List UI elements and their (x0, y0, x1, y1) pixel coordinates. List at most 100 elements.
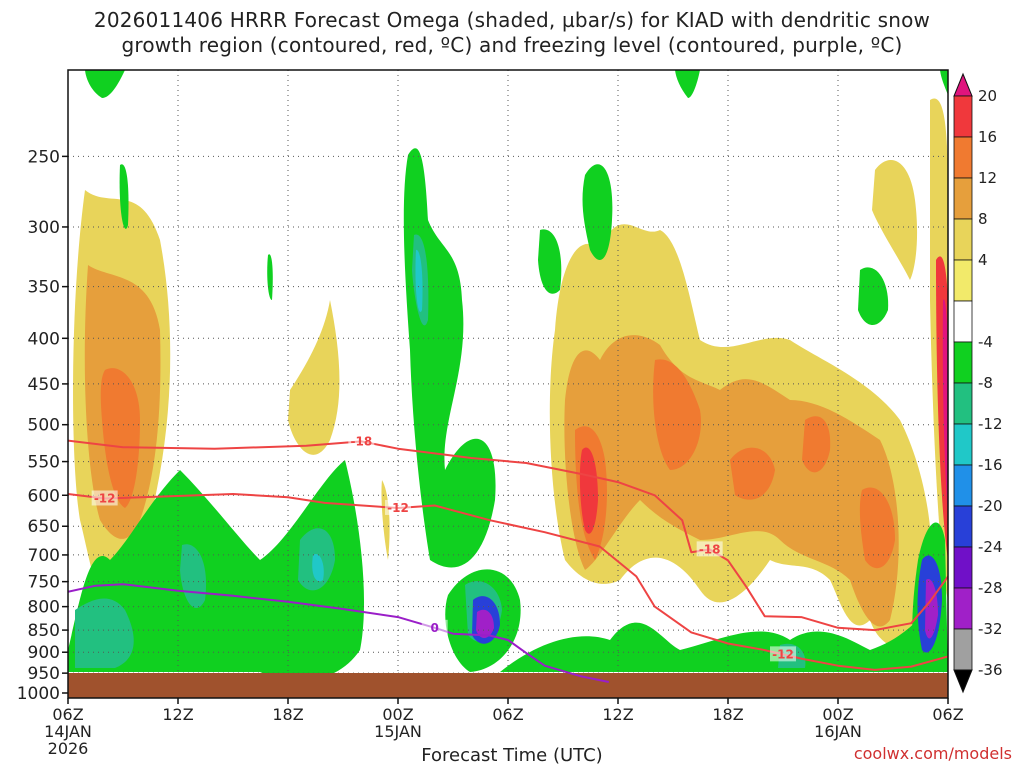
y-tick-label: 750 (28, 573, 60, 593)
x-tick-label: 00Z (382, 705, 413, 724)
omega-region-green-top-right (858, 267, 889, 325)
colorbar-label: -12 (978, 415, 1003, 433)
contour-freezing-level-line (68, 583, 609, 683)
contour-label: -18 (699, 542, 721, 556)
omega-region-darkorange-right-b (653, 359, 701, 470)
colorbar-label: -16 (978, 456, 1003, 474)
contour-label-bg (696, 541, 723, 557)
omega-region-cyan-upper (415, 249, 423, 312)
omega-region-green-upper (403, 148, 496, 568)
y-tick-label: 650 (28, 517, 60, 537)
contour-label-bg (385, 499, 411, 515)
omega-region-green-top-center (582, 164, 613, 260)
x-tick-label: 06Z (932, 705, 963, 724)
contour-isotherm-line (68, 439, 948, 632)
omega-region-darkorange-right-e (859, 487, 895, 569)
colorbar-label: -8 (978, 374, 993, 392)
contour-label: -18 (350, 434, 372, 448)
contour-label-bg (770, 646, 796, 662)
colorbar-swatch (953, 136, 973, 179)
colorbar-swatch-max (953, 72, 973, 97)
omega-region-yellow-upper-right (872, 160, 918, 280)
colorbar-swatch (953, 628, 973, 671)
x-tick-label: 18Z (272, 705, 303, 724)
omega-region-teal-left (75, 598, 134, 668)
omega-region-magenta-edge (942, 299, 948, 520)
contour-label: -12 (772, 647, 794, 661)
colorbar-label: 16 (978, 128, 997, 146)
colorbar-label: -28 (978, 579, 1003, 597)
colorbar-swatch (953, 505, 973, 548)
colorbar-label: -24 (978, 538, 1003, 556)
contour-label-bg (91, 490, 118, 506)
y-tick-label: 500 (28, 416, 60, 436)
y-tick-label: 350 (28, 278, 60, 298)
omega-region-green-topedge-a (85, 70, 125, 98)
colorbar-swatch (953, 382, 973, 425)
x-tick-label: 00Z (822, 705, 853, 724)
omega-region-green-bottom (500, 600, 948, 672)
omega-region-green-topedge-c (940, 70, 948, 95)
contour-label-bg (348, 433, 375, 449)
colorbar-label: 20 (978, 87, 997, 105)
x-tick-date: 14JAN (44, 722, 92, 741)
x-tick-label: 12Z (602, 705, 633, 724)
omega-region-green-topedge-b (675, 70, 700, 98)
y-tick-label: 300 (28, 218, 60, 238)
colorbar-label: -36 (978, 661, 1003, 679)
contour-isotherm-line (68, 493, 948, 671)
colorbar-swatch (953, 300, 973, 343)
chart-title: 2026011406 HRRR Forecast Omega (shaded, … (0, 8, 1024, 58)
title-line-1: 2026011406 HRRR Forecast Omega (shaded, … (93, 8, 931, 32)
colorbar-swatch (953, 259, 973, 302)
colorbar-swatch (953, 546, 973, 589)
colorbar-swatch (953, 95, 973, 138)
omega-region-green-lower (68, 460, 365, 681)
contour-label: -12 (387, 501, 409, 515)
x-tick-year: 2026 (48, 739, 89, 758)
contour-lines: -18 -18 -12 -12 -12 0 (68, 433, 948, 683)
colorbar-label: 8 (978, 210, 988, 228)
colorbar-swatch (953, 464, 973, 507)
y-tick-label: 550 (28, 453, 60, 473)
y-tick-label: 950 (28, 664, 60, 684)
y-tick-label: 850 (28, 621, 60, 641)
title-line-2: growth region (contoured, red, ºC) and f… (121, 33, 903, 57)
x-axis-title: Forecast Time (UTC) (421, 745, 603, 766)
colorbar-label: -4 (978, 333, 993, 351)
omega-region-darkorange-right-d (802, 416, 831, 473)
y-tick-label: 250 (28, 147, 60, 167)
y-tick-label: 900 (28, 643, 60, 663)
colorbar-label: 12 (978, 169, 997, 187)
colorbar-swatch (953, 423, 973, 466)
contour-label-bg (421, 619, 448, 635)
colorbar-label: -32 (978, 620, 1003, 638)
y-tick-label: 800 (28, 598, 60, 618)
omega-region-purple-mid (476, 609, 494, 639)
y-tick-label: 600 (28, 486, 60, 506)
omega-region-red-right (579, 447, 598, 534)
omega-region-orange-right (564, 335, 899, 627)
x-tick-date: 16JAN (814, 722, 862, 741)
omega-region-green-small-c (267, 254, 273, 300)
x-tick-label: 18Z (712, 705, 743, 724)
colorbar-swatch (953, 218, 973, 261)
y-tick-label: 1000 (17, 684, 60, 704)
omega-region-yellow-mid (288, 300, 340, 455)
contour-label: -12 (94, 491, 116, 505)
x-tick-label: 06Z (492, 705, 523, 724)
omega-region-darkorange-right-c (730, 447, 775, 500)
y-tick-label: 450 (28, 375, 60, 395)
omega-shading-layer (68, 70, 948, 681)
colorbar-swatch (953, 587, 973, 630)
colorbar-label: -20 (978, 497, 1003, 515)
omega-region-green-small-a (538, 229, 562, 294)
x-tick-label: 12Z (162, 705, 193, 724)
colorbar-swatch-min (953, 669, 973, 694)
colorbar-swatch (953, 177, 973, 220)
omega-region-darkorange-left (100, 368, 140, 508)
contour-label: 0 (430, 621, 438, 635)
colorbar-label: 4 (978, 251, 988, 269)
